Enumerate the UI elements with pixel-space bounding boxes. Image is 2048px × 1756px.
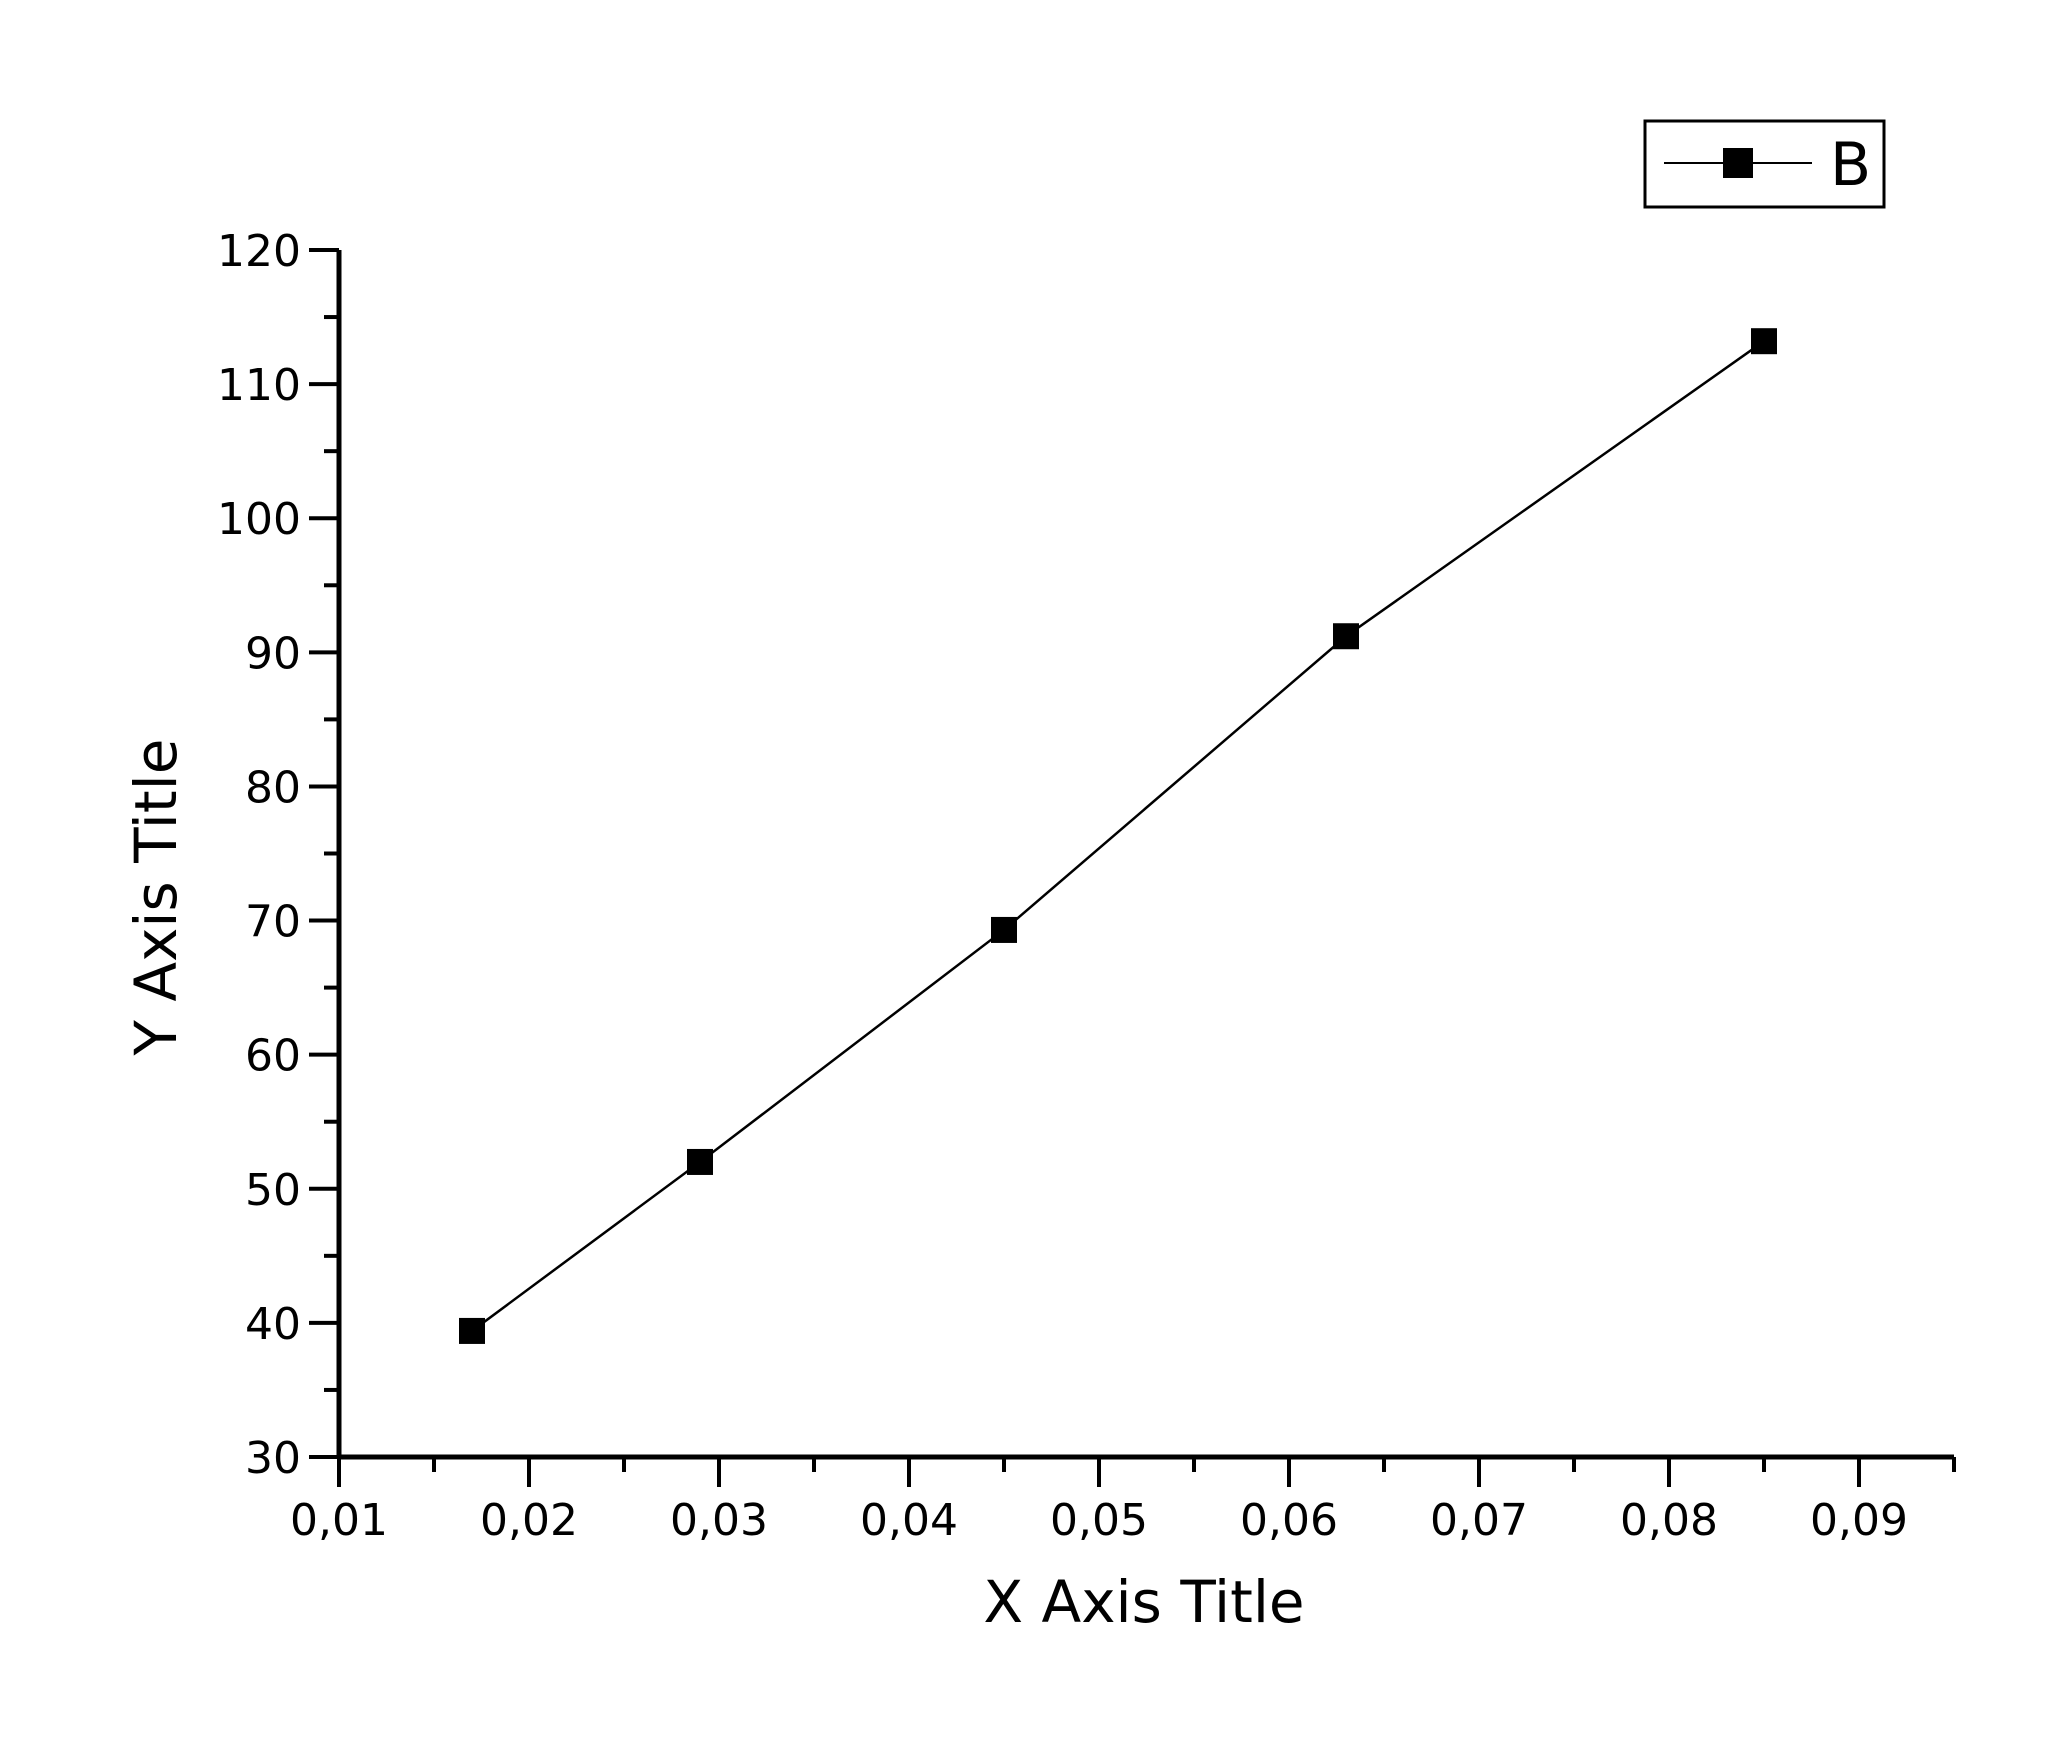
x-tick-label: 0,07 [1430,1495,1528,1546]
legend-marker-square [1723,148,1753,178]
x-axis-ticks: 0,01 0,02 0,03 0,04 0,05 0,06 0,07 0,08 0,09 [290,1457,1956,1546]
legend-label-series-b: B [1830,130,1871,200]
axes: 30 40 50 60 70 80 90 100 110 120 0,01 0,02 0,03 0,04… [217,226,1956,1546]
y-axis-title: Y Axis Title [122,739,190,1057]
y-tick-label: 110 [217,360,301,411]
y-tick-label: 100 [217,494,301,545]
y-tick-label: 30 [245,1433,301,1484]
data-point-marker [459,1317,485,1344]
data-point-marker [687,1148,713,1175]
legend: B [1643,119,1886,209]
y-tick-label: 40 [245,1299,301,1350]
x-tick-label: 0,04 [860,1495,958,1546]
data-point-marker [1333,623,1359,650]
x-tick-label: 0,01 [290,1495,388,1546]
x-tick-label: 0,05 [1050,1495,1148,1546]
y-tick-label: 50 [245,1165,301,1216]
series-line [471,340,1765,1332]
plot-area [459,328,1777,1344]
data-point-marker [1751,328,1777,355]
y-tick-label: 120 [217,226,301,277]
data-point-marker [991,916,1017,943]
x-tick-label: 0,09 [1810,1495,1908,1546]
x-tick-label: 0,03 [670,1495,768,1546]
y-axis-ticks: 30 40 50 60 70 80 90 100 110 120 [217,226,339,1484]
x-tick-label: 0,02 [480,1495,578,1546]
y-tick-label: 70 [245,897,301,948]
x-tick-label: 0,08 [1620,1495,1718,1546]
x-axis-title: X Axis Title [983,1568,1304,1636]
x-tick-label: 0,06 [1240,1495,1338,1546]
y-tick-label: 60 [245,1031,301,1082]
y-tick-label: 90 [245,628,301,679]
y-tick-label: 80 [245,762,301,813]
